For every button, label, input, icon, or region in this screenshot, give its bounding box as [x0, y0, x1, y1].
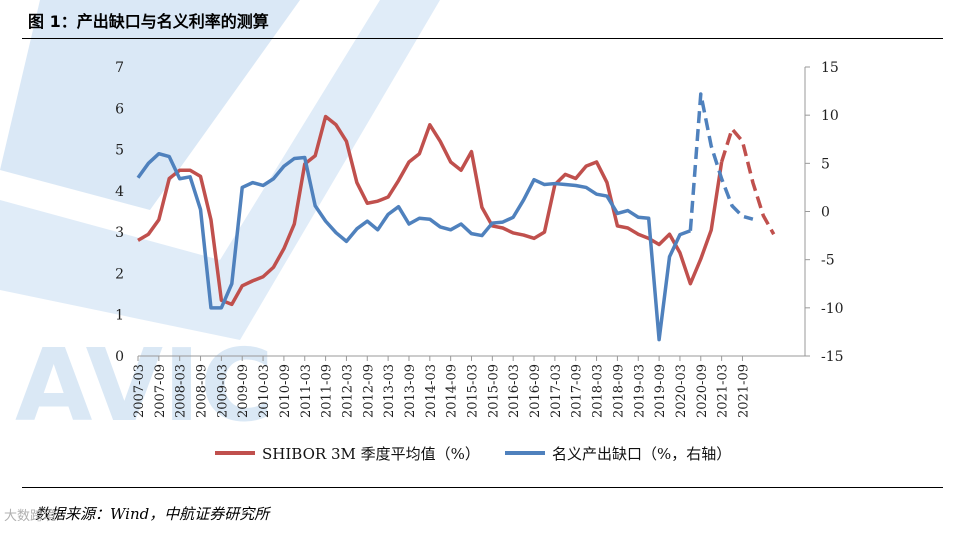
series-1-line: [137, 114, 724, 307]
x-tick-label: 2009-03: [215, 364, 230, 418]
x-tick-label: 2020-09: [695, 364, 710, 418]
x-tick-label: 2012-09: [361, 364, 376, 418]
x-tick-label: 2010-03: [257, 364, 272, 418]
x-tick-label: 2017-03: [549, 364, 564, 418]
legend-label-2: 名义产出缺口（%，右轴）: [552, 445, 731, 463]
x-tick-label: 2012-03: [340, 364, 355, 418]
x-tick-label: 2020-03: [674, 364, 689, 418]
figure-title: 图 1：产出缺口与名义利率的测算: [28, 12, 269, 31]
left-tick-label: 0: [115, 349, 124, 365]
watermark-swoosh-upper: [0, 0, 300, 210]
x-tick-label: 2018-09: [611, 364, 626, 418]
chart-series-lines: [136, 92, 776, 342]
source-note: 数据来源：Wind，中航证券研究所: [35, 505, 270, 523]
x-tick-label: 2008-09: [195, 364, 210, 418]
x-tick-label: 2019-03: [632, 364, 647, 418]
x-tick-label: 2021-03: [716, 364, 731, 418]
right-tick-label: -10: [821, 301, 844, 317]
series-2-projection: [688, 92, 754, 231]
right-tick-label: 0: [821, 205, 830, 221]
chart-legend: SHIBOR 3M 季度平均值（%） 名义产出缺口（%，右轴）: [215, 445, 731, 463]
x-tick-label: 2014-09: [445, 364, 460, 418]
x-tick-label: 2015-03: [466, 364, 481, 418]
x-tick-label: 2019-09: [653, 364, 668, 418]
x-tick-label: 2018-03: [591, 364, 606, 418]
x-tick-label: 2011-03: [299, 364, 314, 418]
left-tick-label: 1: [115, 308, 124, 324]
x-tick-label: 2013-09: [403, 364, 418, 418]
x-tick-label: 2021-09: [736, 364, 751, 418]
left-tick-label: 3: [115, 225, 124, 241]
x-tick-label: 2013-03: [382, 364, 397, 418]
watermark-logo-text: AVIC: [15, 327, 274, 444]
x-tick-label: 2017-09: [570, 364, 585, 418]
x-tick-label: 2007-09: [153, 364, 168, 418]
x-tick-label: 2015-09: [486, 364, 501, 418]
x-tick-label: 2011-09: [320, 364, 335, 418]
bottom-rule: [22, 487, 943, 488]
x-tick-label: 2016-09: [528, 364, 543, 418]
left-tick-label: 5: [115, 143, 124, 159]
chart-axes: 0 1 2 3 4 5 6 7 -15 -10 -5 0 5 10 15 2007-03 2007-09 2008…: [115, 60, 843, 418]
x-tick-label: 2008-03: [174, 364, 189, 418]
series-1-projection: [719, 127, 776, 236]
x-tick-label: 2014-03: [424, 364, 439, 418]
x-tick-label: 2010-09: [278, 364, 293, 418]
corner-watermark: 大数跨境: [4, 509, 57, 524]
legend-label-1: SHIBOR 3M 季度平均值（%）: [262, 445, 480, 463]
right-tick-label: -15: [821, 349, 844, 365]
right-tick-label: 10: [821, 108, 839, 124]
top-rule: [22, 38, 943, 39]
left-tick-label: 2: [115, 266, 124, 282]
left-tick-label: 6: [115, 101, 124, 117]
right-tick-label: 5: [821, 156, 830, 172]
series-2-line: [136, 151, 691, 342]
right-tick-label: -5: [821, 253, 835, 269]
right-tick-label: 15: [821, 60, 839, 76]
watermark-swoosh-lower: [0, 0, 440, 340]
left-tick-label: 7: [115, 60, 124, 76]
left-tick-label: 4: [115, 184, 124, 200]
x-tick-label: 2007-03: [132, 364, 147, 418]
x-tick-label: 2016-03: [507, 364, 522, 418]
x-tick-label: 2009-09: [236, 364, 251, 418]
